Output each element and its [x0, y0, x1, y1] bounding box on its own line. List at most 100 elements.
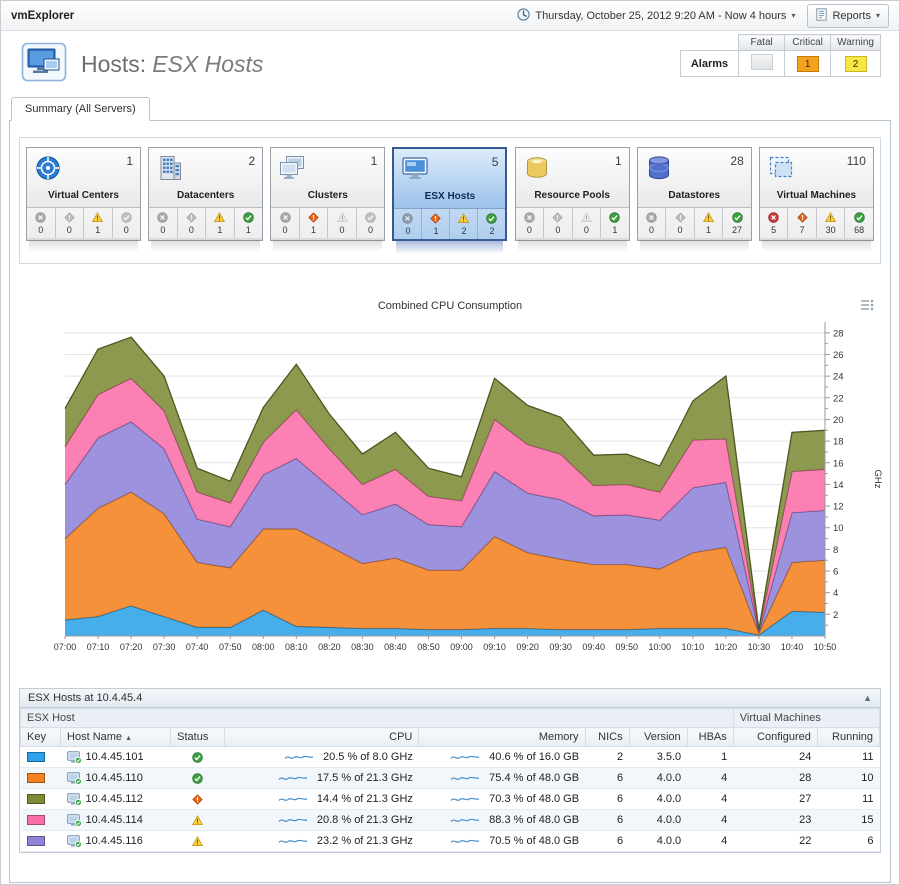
chevron-down-icon: ▾ [791, 11, 796, 20]
tile-clusters[interactable]: 1 Clusters 0 1 0 0 [270, 147, 386, 252]
status-cell-critical: 0 [666, 208, 695, 238]
tile-status-row: 0 0 1 0 [27, 207, 140, 238]
svg-text:10:30: 10:30 [748, 642, 771, 652]
status-cell-fatal: 0 [27, 208, 56, 238]
column-header-hbas[interactable]: HBAs [686, 727, 734, 747]
column-header-cpu[interactable]: CPU [224, 727, 420, 747]
critical-count: 1 [433, 226, 439, 236]
running-value: 10 [817, 767, 880, 789]
configured-value: 28 [733, 767, 818, 789]
critical-status-icon [797, 212, 808, 223]
reports-button[interactable]: Reports ▾ [807, 3, 889, 28]
cpu-value: 17.5 % of 21.3 GHz [316, 772, 413, 784]
warning-status-icon [703, 212, 715, 223]
virtual-machine-icon [767, 154, 795, 187]
normal-count: 0 [123, 225, 129, 235]
host-row-10.4.45.101[interactable]: 10.4.45.101 20.5 % of 8.0 GHz 40.6 % of 16… [20, 746, 880, 768]
tile-label: Virtual Machines [776, 190, 857, 201]
svg-text:18: 18 [833, 437, 844, 448]
svg-text:10:50: 10:50 [814, 642, 837, 652]
host-icon [66, 834, 82, 848]
tile-virtual-centers[interactable]: 1 Virtual Centers 0 0 1 0 [26, 147, 141, 252]
column-header-nics[interactable]: NICs [584, 727, 630, 747]
esx-hosts-table: ESX Host Virtual Machines Key Host Name ▲… [19, 708, 881, 852]
running-value: 11 [817, 746, 880, 768]
critical-status-icon [186, 212, 197, 223]
page-header: Hosts: ESX Hosts Fatal Critical Warning A… [1, 31, 899, 93]
alarms-critical-cell[interactable]: 1 [784, 50, 832, 77]
cluster-icon [278, 154, 306, 187]
collapse-icon[interactable]: ▲ [863, 693, 872, 703]
critical-count: 1 [311, 225, 317, 235]
svg-text:07:10: 07:10 [87, 642, 110, 652]
host-row-10.4.45.110[interactable]: 10.4.45.110 17.5 % of 21.3 GHz 75.4 % of 4… [20, 767, 880, 789]
normal-status-icon [192, 772, 203, 784]
cpu-sparkline [278, 773, 308, 784]
svg-text:26: 26 [833, 350, 844, 361]
column-header-host-name[interactable]: Host Name ▲ [60, 727, 172, 747]
tile-status-row: 5 7 30 68 [759, 207, 873, 238]
nics-value: 6 [585, 830, 630, 852]
column-header-memory[interactable]: Memory [418, 727, 586, 747]
tile-datastores[interactable]: 28 Datastores 0 0 1 27 [636, 147, 752, 252]
column-header-status[interactable]: Status [170, 727, 226, 747]
chart-options-icon[interactable] [860, 298, 874, 316]
tile-virtual-machines[interactable]: 110 Virtual Machines 5 7 30 68 [758, 147, 874, 252]
tile-esx-hosts[interactable]: 5 ESX Hosts 0 1 2 2 [392, 147, 508, 254]
host-row-10.4.45.112[interactable]: 10.4.45.112 14.4 % of 21.3 GHz 70.3 % of 4… [20, 788, 880, 810]
critical-count: 0 [66, 225, 72, 235]
svg-text:09:40: 09:40 [582, 642, 605, 652]
normal-status-icon [853, 212, 865, 223]
resource-pool-icon [523, 154, 551, 187]
svg-text:08:40: 08:40 [384, 642, 407, 652]
warning-status-icon [825, 212, 837, 223]
fatal-alarm-count [750, 54, 773, 70]
host-name-link[interactable]: 10.4.45.101 [85, 751, 144, 763]
svg-text:10:40: 10:40 [781, 642, 804, 652]
host-name-link[interactable]: 10.4.45.112 [85, 793, 143, 805]
memory-value: 70.3 % of 48.0 GB [489, 793, 580, 805]
combined-cpu-chart: 2 4 6 8 10 12 14 16 18 20 22 24 26 28 07:00 07:10 07:20 0… [10, 299, 890, 666]
alarms-warning-cell[interactable]: 2 [830, 50, 881, 77]
tile-datacenters[interactable]: 2 Datacenters 0 0 1 1 [148, 147, 264, 252]
host-name-link[interactable]: 10.4.45.114 [85, 814, 143, 826]
host-name-link[interactable]: 10.4.45.110 [85, 772, 143, 784]
tile-resource-pools[interactable]: 1 Resource Pools 0 0 0 1 [514, 147, 630, 252]
tile-status-row: 0 0 1 27 [637, 207, 751, 238]
tile-status-row: 0 1 0 0 [271, 207, 385, 238]
tile-count: 2 [248, 154, 256, 168]
alarms-fatal-cell[interactable] [738, 50, 786, 77]
datastore-icon [645, 154, 673, 187]
warning-status-icon [580, 212, 592, 223]
tab-summary-all-servers[interactable]: Summary (All Servers) [11, 97, 150, 121]
reports-label: Reports [832, 9, 871, 22]
svg-text:16: 16 [833, 458, 844, 469]
fatal-status-icon [524, 212, 535, 223]
hbas-value: 4 [687, 788, 734, 810]
column-header-configured[interactable]: Configured [732, 727, 818, 747]
svg-text:14: 14 [833, 480, 844, 491]
status-cell-warning: 30 [817, 208, 846, 238]
time-range-selector[interactable]: Thursday, October 25, 2012 9:20 AM - Now… [517, 7, 796, 24]
svg-text:08:00: 08:00 [252, 642, 275, 652]
column-header-key[interactable]: Key [19, 727, 62, 747]
host-name-link[interactable]: 10.4.45.116 [85, 835, 143, 847]
fatal-count: 0 [526, 225, 532, 235]
clock-icon [517, 7, 530, 24]
svg-text:22: 22 [833, 393, 844, 404]
column-header-running[interactable]: Running [816, 727, 881, 747]
svg-text:09:50: 09:50 [615, 642, 638, 652]
critical-alarm-count: 1 [796, 55, 819, 72]
svg-text:08:10: 08:10 [285, 642, 308, 652]
warning-status-icon [336, 212, 348, 223]
status-cell-fatal: 0 [638, 208, 667, 238]
host-row-10.4.45.114[interactable]: 10.4.45.114 20.8 % of 21.3 GHz 88.3 % of 4… [20, 809, 880, 831]
host-row-10.4.45.116[interactable]: 10.4.45.116 23.2 % of 21.3 GHz 70.5 % of 4… [20, 830, 880, 852]
group-header-esx-host: ESX Host [20, 708, 734, 728]
fatal-status-icon [157, 212, 169, 223]
tile-label: Datacenters [177, 190, 235, 201]
column-header-version[interactable]: Version [628, 727, 688, 747]
content-panel: 1 Virtual Centers 0 0 1 0 2 Datacenters 0 0 1 1 1 Clu… [9, 120, 891, 883]
series-color-chip [26, 773, 45, 784]
host-icon [66, 771, 82, 785]
